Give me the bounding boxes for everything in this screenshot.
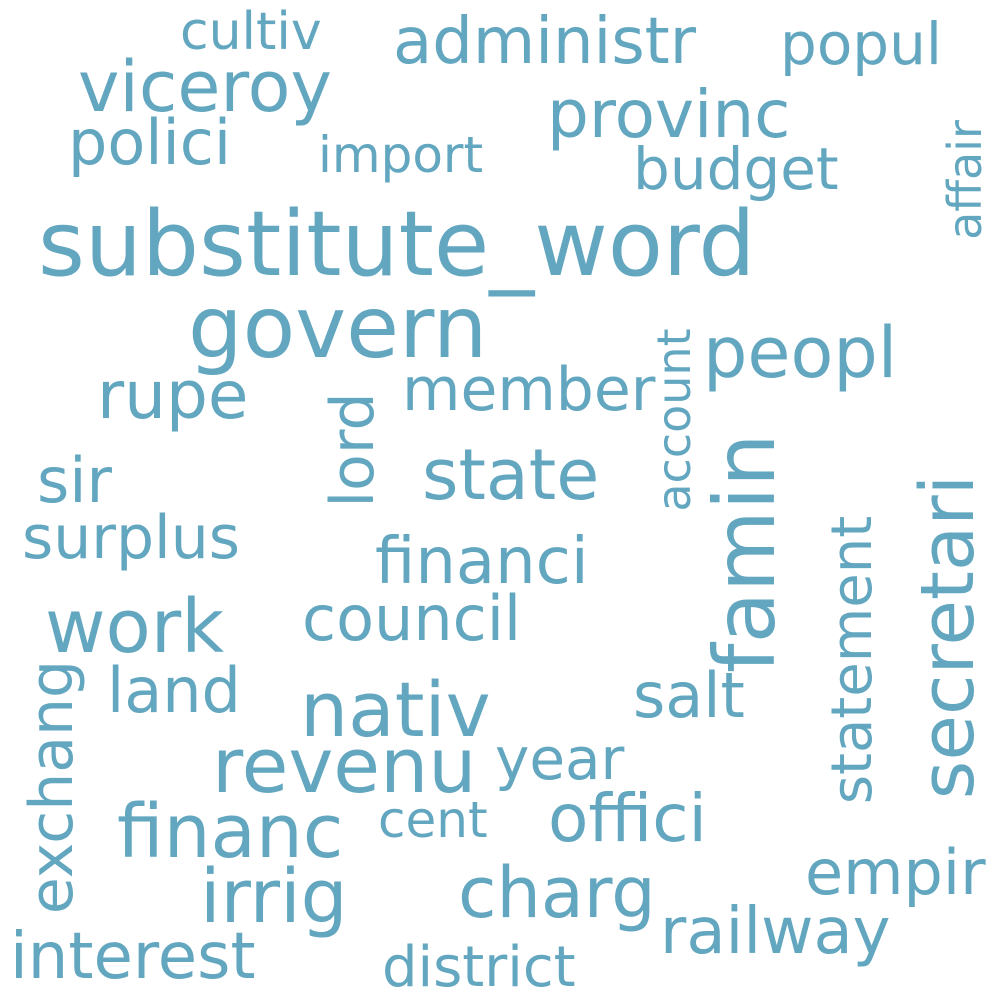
word-affair: affair: [938, 120, 992, 240]
word-exchang: exchang: [17, 659, 87, 915]
word-cultiv: cultiv: [180, 2, 322, 62]
word-sir: sir: [37, 444, 113, 517]
word-surplus: surplus: [22, 503, 240, 573]
word-railway: railway: [660, 895, 891, 969]
word-famin: famin: [696, 433, 794, 673]
word-secretari: secretari: [905, 474, 991, 800]
word-provinc: provinc: [547, 76, 791, 153]
word-cent: cent: [378, 791, 488, 849]
word-irrig: irrig: [200, 854, 348, 940]
word-interest: interest: [10, 920, 256, 994]
word-state: state: [422, 434, 600, 516]
word-polici: polici: [68, 106, 232, 179]
word-peopl: peopl: [703, 312, 898, 394]
word-account: account: [647, 328, 701, 512]
word-budget: budget: [633, 135, 839, 203]
word-import: import: [318, 126, 484, 184]
word-lord: lord: [318, 392, 388, 508]
word-offici: offici: [548, 780, 707, 857]
word-charg: charg: [458, 852, 656, 934]
word-land: land: [107, 654, 241, 727]
word-substitute-word: substitute_word: [38, 192, 756, 297]
word-rupe: rupe: [97, 357, 249, 434]
word-district: district: [382, 935, 576, 1000]
word-council: council: [302, 582, 522, 655]
word-work: work: [45, 584, 225, 670]
word-viceroy: viceroy: [78, 46, 332, 128]
word-administr: administr: [393, 5, 697, 79]
word-govern: govern: [188, 278, 488, 378]
word-member: member: [402, 355, 656, 425]
word-nativ: nativ: [300, 665, 491, 754]
word-revenu: revenu: [212, 721, 477, 810]
word-financ: financ: [117, 789, 344, 875]
word-popul: popul: [780, 10, 942, 78]
word-financi: financi: [375, 525, 589, 599]
word-year: year: [495, 725, 625, 793]
word-salt: salt: [633, 659, 745, 732]
word-empir: empir: [805, 836, 986, 909]
word-statement: statement: [820, 515, 885, 805]
